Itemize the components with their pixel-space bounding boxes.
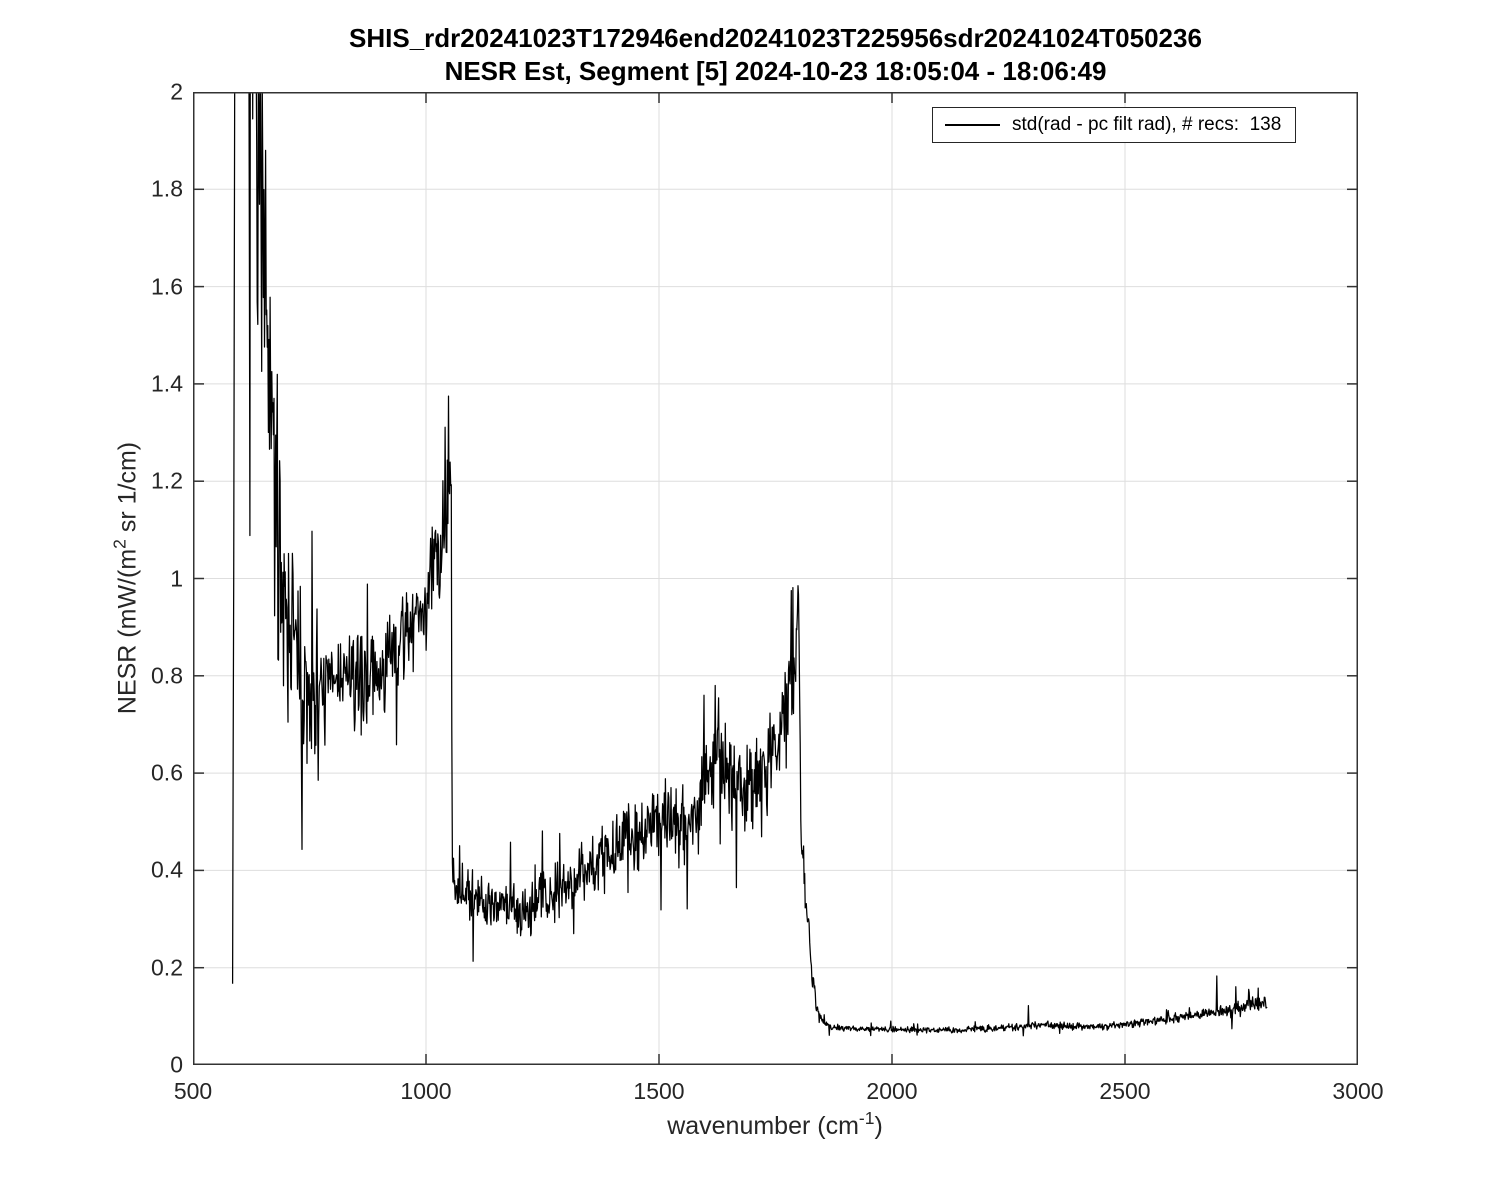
y-tick-label: 2	[170, 78, 183, 105]
y-tick-label: 1.4	[151, 370, 183, 397]
data-series	[231, 92, 1268, 1037]
y-tick-label: 0.4	[151, 856, 183, 883]
y-tick-label: 1.8	[151, 175, 183, 202]
plot-area	[193, 92, 1358, 1065]
axis-ticks	[193, 92, 1358, 1065]
legend-label: std(rad - pc filt rad), # recs: 138	[1012, 114, 1282, 135]
x-tick-label: 500	[173, 1078, 213, 1104]
chart-title: SHIS_rdr20241023T172946end20241023T22595…	[193, 22, 1358, 88]
y-tick-label: 1.6	[151, 273, 183, 300]
y-tick-label: 0.2	[151, 954, 183, 981]
y-axis-label-sup: 2	[109, 539, 130, 549]
y-tick-label: 1.2	[151, 467, 183, 494]
x-axis-label: wavenumber (cm-1)	[667, 1108, 883, 1141]
x-tick-label: 2500	[1099, 1078, 1151, 1104]
chart-title-line1: SHIS_rdr20241023T172946end20241023T22595…	[349, 23, 1202, 53]
x-axis-label-sup: -1	[858, 1108, 875, 1129]
y-axis-label-text: NESR (mW/(m	[113, 548, 142, 715]
x-tick-label: 1000	[400, 1078, 452, 1104]
y-tick-label: 0.8	[151, 662, 183, 689]
nesr-line	[231, 92, 1268, 1037]
legend: std(rad - pc filt rad), # recs: 138	[932, 107, 1297, 143]
y-tick-label: 0.6	[151, 759, 183, 786]
x-axis-label-suffix: )	[874, 1112, 883, 1140]
chart-title-line2: NESR Est, Segment [5] 2024-10-23 18:05:0…	[444, 56, 1107, 86]
y-axis-label-suffix: sr 1/cm)	[113, 441, 142, 540]
x-tick-label: 2000	[866, 1078, 918, 1104]
x-axis-label-text: wavenumber (cm	[667, 1112, 859, 1140]
y-axis-label: NESR (mW/(m2 sr 1/cm)	[110, 441, 143, 715]
y-tick-label: 1	[170, 565, 183, 591]
y-tick-label: 0	[170, 1051, 183, 1078]
x-tick-label: 1500	[633, 1078, 685, 1104]
gridlines	[193, 92, 1358, 1065]
x-tick-label: 3000	[1332, 1078, 1384, 1104]
legend-line-sample-icon	[945, 124, 1000, 126]
